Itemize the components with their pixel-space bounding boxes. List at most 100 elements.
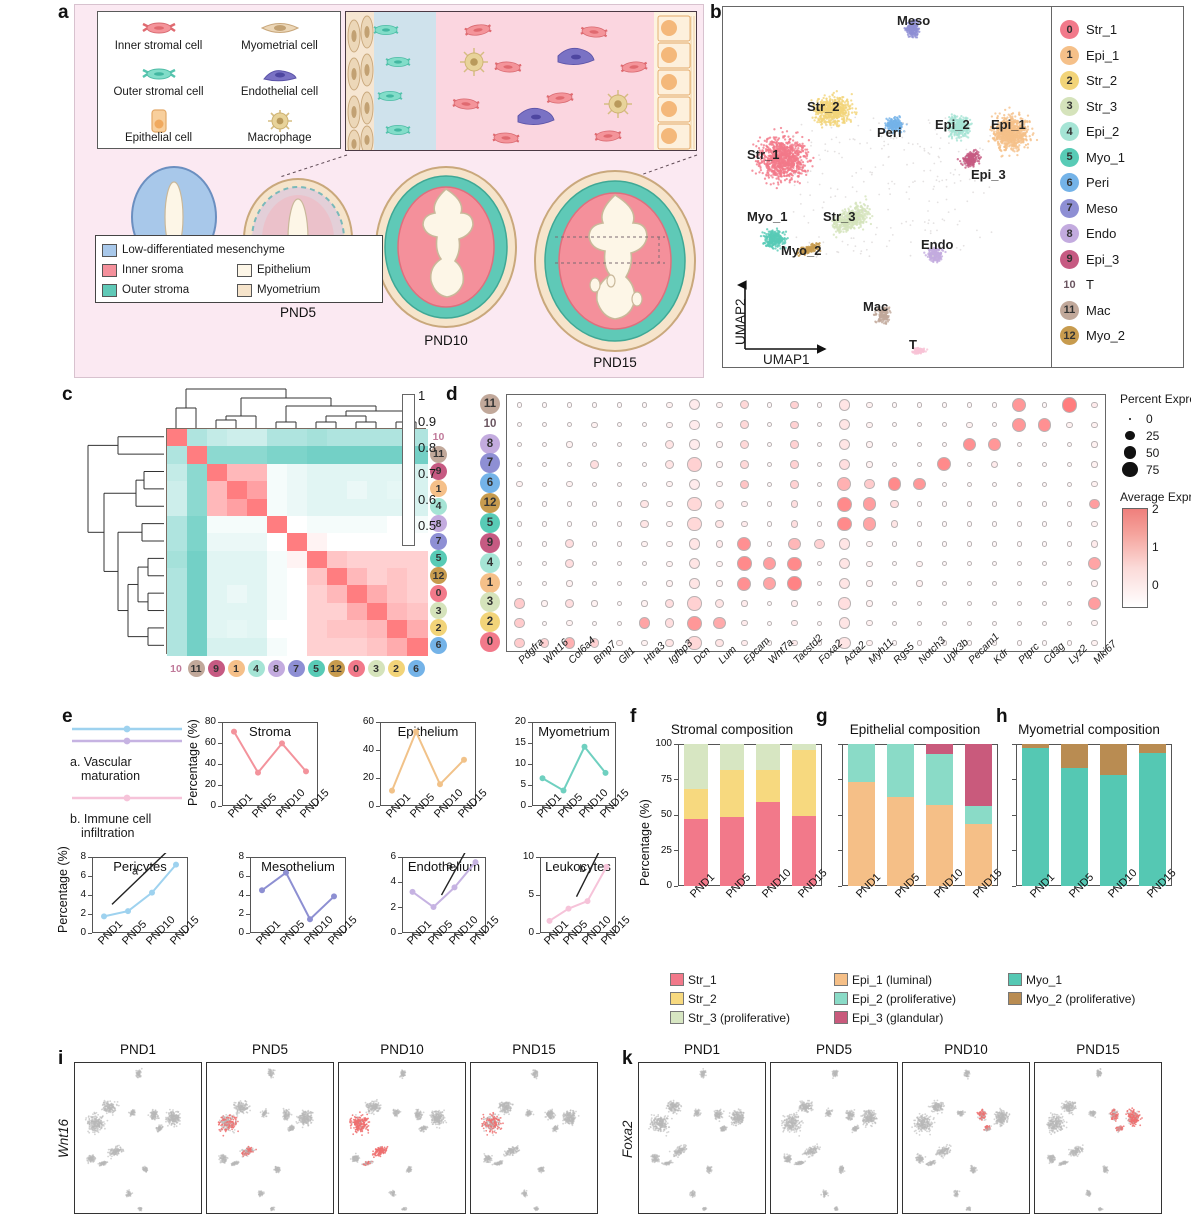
- dotplot-dot: [1042, 640, 1047, 645]
- x-tick-mark: [464, 806, 465, 810]
- key-row-mesenchyme: Low-differentiated mesenchyme: [102, 240, 376, 260]
- dotplot-dot: [591, 600, 597, 606]
- size-dot: [1124, 446, 1137, 459]
- feature-points: [903, 1063, 1030, 1214]
- heatmap-cell: [367, 499, 388, 517]
- x-tick-mark: [262, 933, 263, 937]
- size-dot: [1129, 418, 1131, 420]
- dotplot-dot: [542, 501, 547, 506]
- dotplot-dot: [716, 441, 722, 447]
- colorbar-tick-2: 2: [1152, 502, 1159, 516]
- legend-line-swatch-b: [70, 791, 186, 805]
- dotplot-dot: [716, 481, 722, 487]
- x-tick-mark: [334, 933, 335, 937]
- bar-segment-str_3: [720, 744, 744, 770]
- feature-stage-title: PND5: [206, 1042, 334, 1057]
- heatmap-cell: [227, 568, 248, 586]
- x-tick-mark: [128, 933, 129, 937]
- x-tick-mark: [861, 886, 862, 890]
- heatmap-cell: [227, 551, 248, 569]
- dotplot-dot: [967, 521, 972, 526]
- dotplot-dot: [1017, 501, 1022, 506]
- dotplot-dot: [892, 442, 897, 447]
- legend-row: Inner stromal cell Myometrial cell: [98, 12, 340, 58]
- dotplot-dot: [687, 596, 702, 611]
- dotplot-dot: [740, 460, 749, 469]
- heatmap-cell: [367, 429, 388, 447]
- dotplot-dot: [517, 402, 522, 407]
- heatmap-cell: [367, 585, 388, 603]
- heatmap-cell: [227, 620, 248, 638]
- dotplot-dot: [542, 422, 547, 427]
- dotplot-dot: [963, 438, 977, 452]
- legend-label: Endothelial cell: [241, 86, 318, 98]
- heatmap-cell: [187, 499, 208, 517]
- heatmap-cell: [207, 603, 228, 621]
- dotplot-dot: [790, 421, 798, 429]
- dotplot-dot: [791, 500, 799, 508]
- color-swatch: [834, 973, 848, 986]
- heatmap-cell: [167, 603, 188, 621]
- heatmap-cell: [307, 585, 328, 603]
- heatmap-cell: [167, 551, 188, 569]
- heatmap-cell: [187, 551, 208, 569]
- dotplot-dot: [1038, 418, 1052, 432]
- dotplot-dot: [715, 500, 724, 509]
- dendrogram-top: [166, 386, 426, 428]
- size-dot: [1125, 431, 1135, 441]
- dotplot-dot: [839, 399, 850, 410]
- dotplot-dot: [863, 517, 877, 531]
- heatmap-col-badge-12: 12: [328, 660, 345, 677]
- bar-segment-myo_2: [1061, 744, 1088, 768]
- stellate-cell-icon: [98, 64, 219, 86]
- heatmap-cell: [207, 429, 228, 447]
- dotplot-dot: [967, 402, 972, 407]
- x-tick-mark: [568, 933, 569, 937]
- dotplot-dot: [839, 538, 851, 550]
- dotplot-dot: [642, 442, 647, 447]
- dotplot-dot: [617, 442, 622, 447]
- heatmap-cell: [387, 551, 408, 569]
- dotplot-dot: [617, 601, 622, 606]
- dotplot-dot: [942, 402, 947, 407]
- color-swatch: [237, 284, 252, 297]
- dotplot-dot: [715, 520, 724, 529]
- line-series: [192, 718, 322, 846]
- x-tick-mark: [392, 806, 393, 810]
- dotplot-dot: [689, 479, 700, 490]
- dotplot-dot: [817, 422, 822, 427]
- dotplot-dot: [817, 402, 822, 407]
- dotplot-dot: [866, 600, 872, 606]
- heatmap-cell: [287, 568, 308, 586]
- dotplot-dot: [617, 402, 622, 407]
- umap-label-t: T: [909, 337, 917, 352]
- dotplot-dot: [892, 561, 897, 566]
- cluster-badge: 6: [1060, 173, 1079, 192]
- dotplot-dot: [866, 580, 872, 586]
- heatmap-cell: [287, 516, 308, 534]
- dotplot-dot: [1017, 601, 1022, 606]
- heatmap-cell: [407, 620, 428, 638]
- heatmap-cell: [167, 533, 188, 551]
- dotplot-row-badge-12: 12: [480, 493, 500, 513]
- feature-plot-k-pnd15: [1034, 1062, 1162, 1214]
- legend-label: Epi_2 (proliferative): [852, 992, 956, 1006]
- columnar-cell-icon: [98, 110, 219, 132]
- bar-segment-str_2: [684, 789, 708, 819]
- dotplot-dot: [1017, 621, 1022, 626]
